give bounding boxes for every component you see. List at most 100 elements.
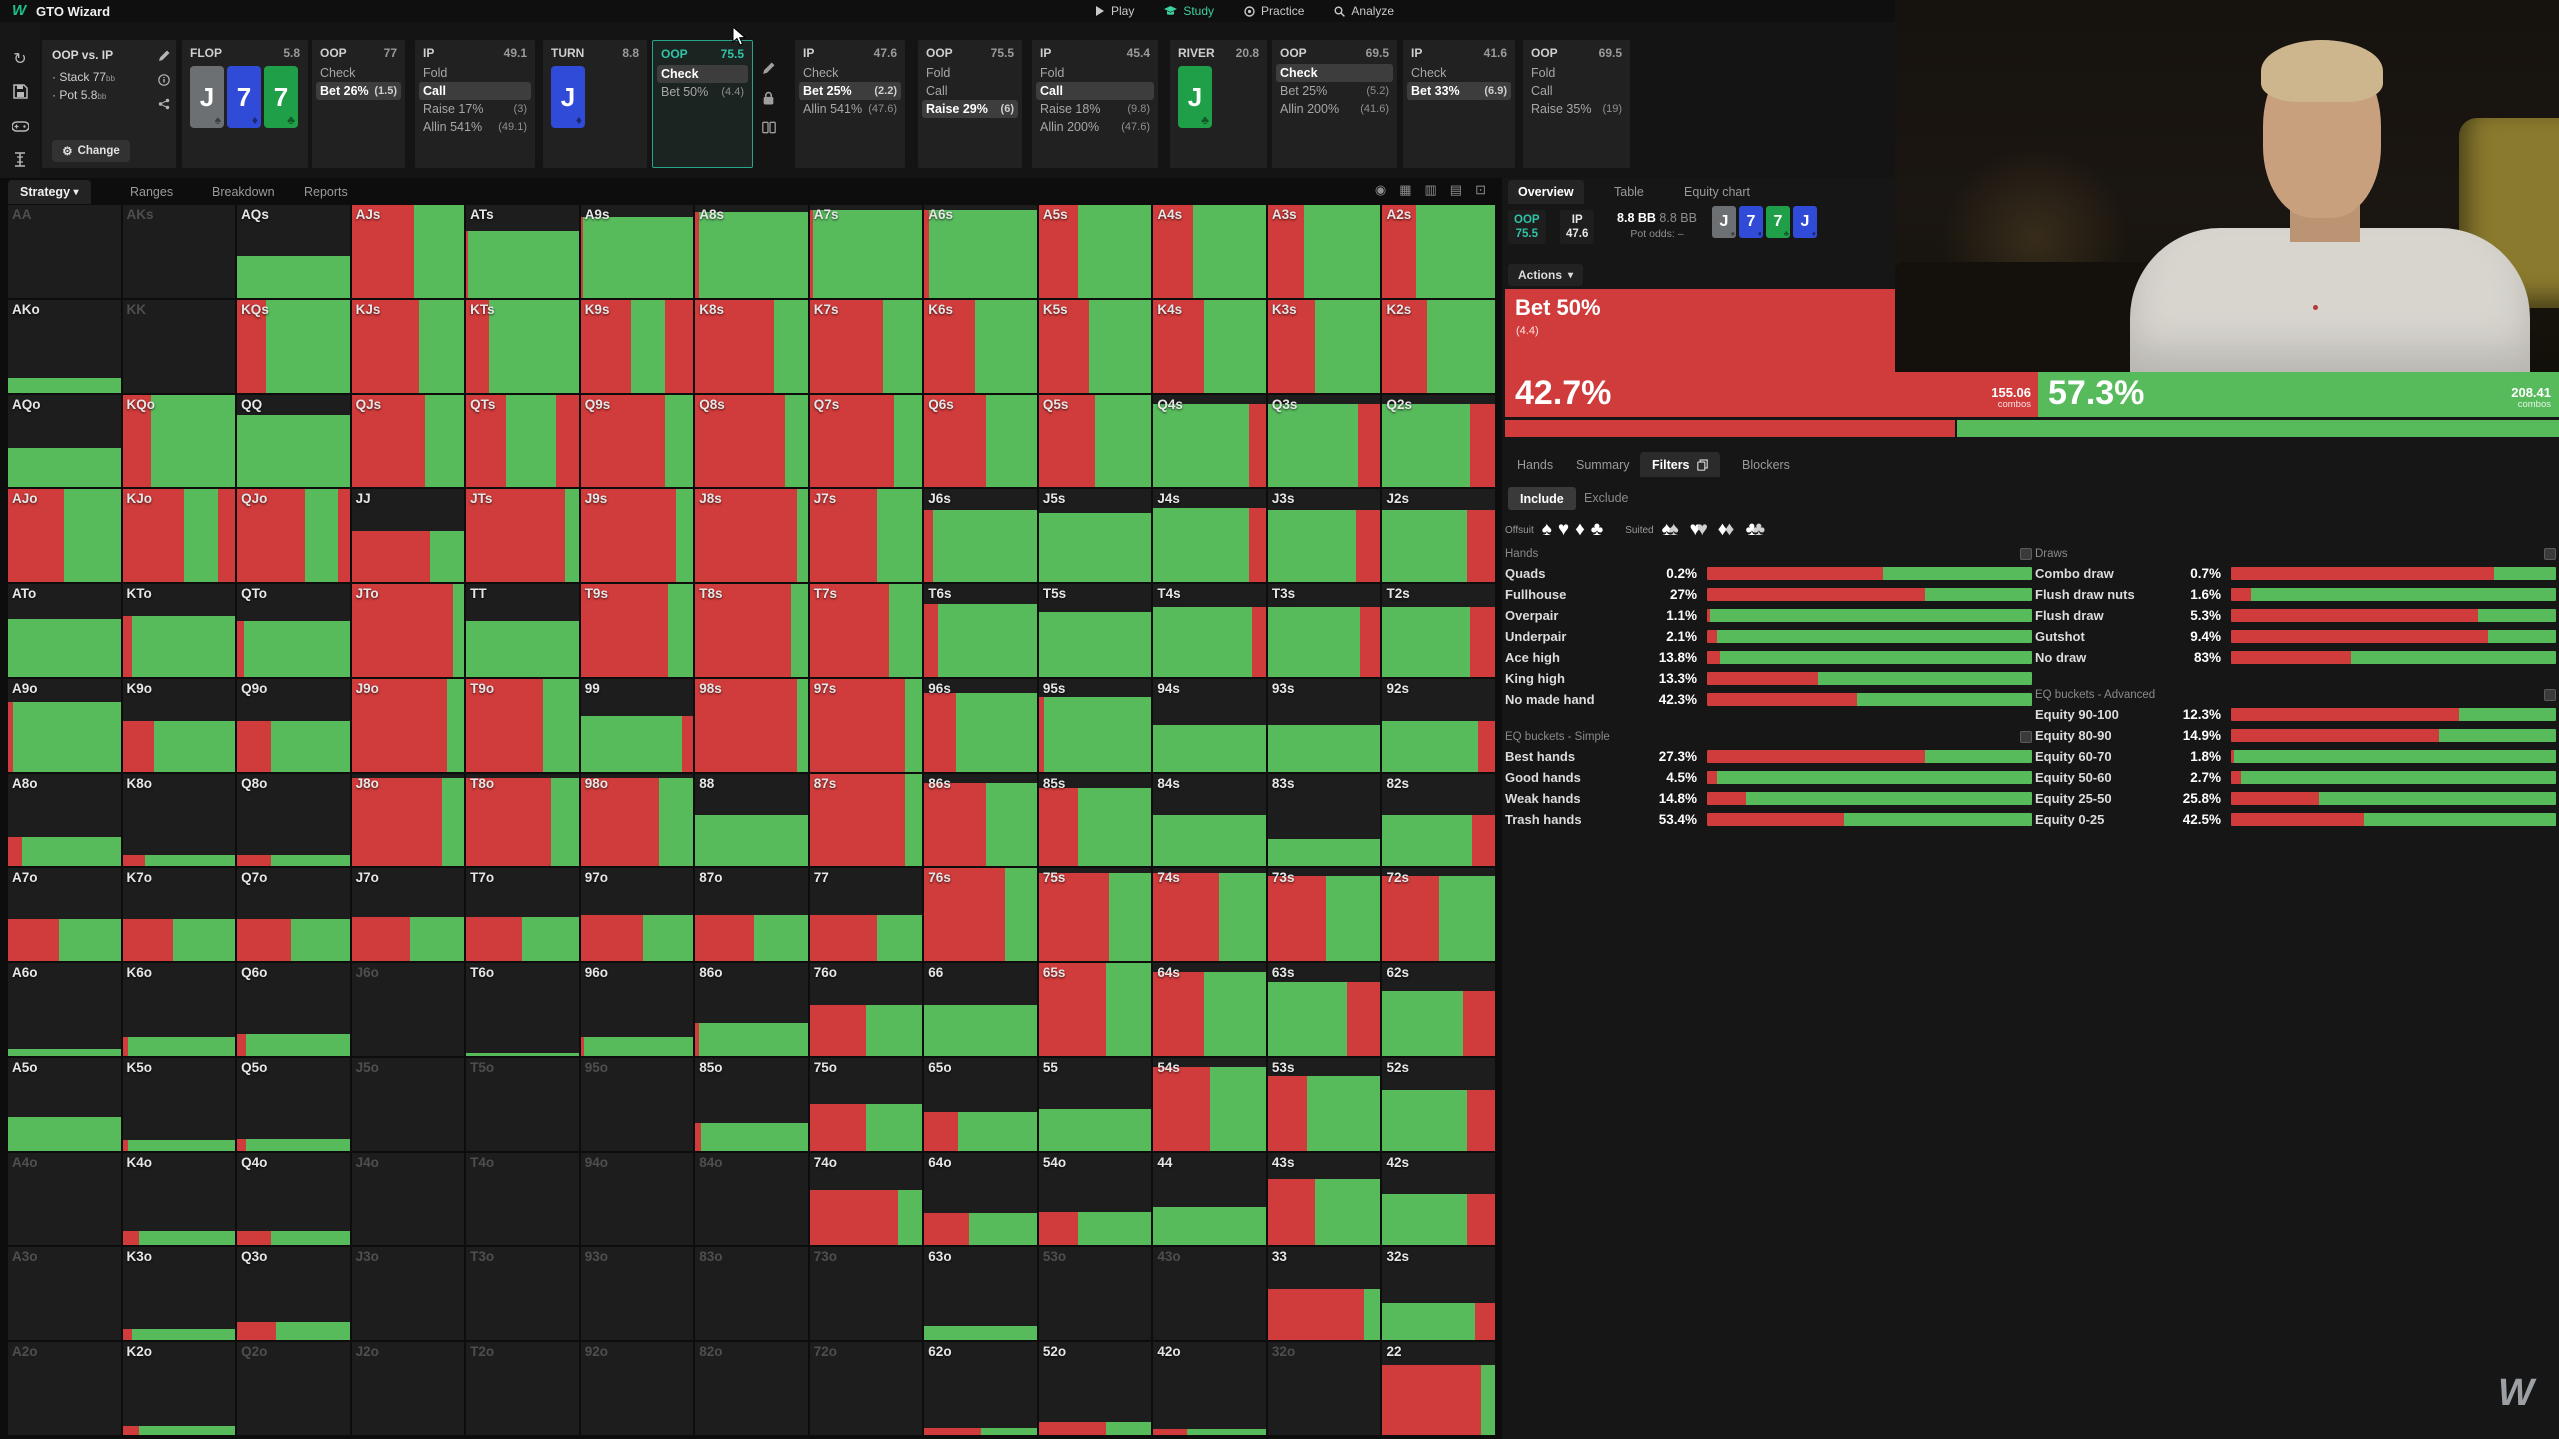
grid-cell-K3o[interactable]: K3o [122, 1247, 236, 1341]
include-toggle[interactable]: Include [1508, 487, 1576, 510]
grid-cell-J2s[interactable]: J2s [1382, 489, 1495, 583]
action-row-bet-25-[interactable]: Bet 25% (2.2) [799, 82, 901, 100]
gamepad-icon[interactable] [10, 118, 30, 138]
grid-cell-T5o[interactable]: T5o [466, 1057, 579, 1151]
grid-cell-75o[interactable]: 75o [809, 1057, 923, 1151]
grid-cell-88[interactable]: 88 [695, 773, 808, 867]
grid-cell-76o[interactable]: 76o [809, 963, 923, 1056]
grid-cell-TT[interactable]: TT [466, 584, 579, 677]
grid-cell-97o[interactable]: 97o [580, 868, 694, 962]
grid-cell-64s[interactable]: 64s [1153, 963, 1266, 1056]
suited-suit-icon-1[interactable]: ♥ ♥ [1689, 519, 1708, 540]
grid-cell-54s[interactable]: 54s [1153, 1057, 1266, 1151]
grid-cell-J2o[interactable]: J2o [351, 1342, 465, 1435]
grid-cell-Q3s[interactable]: Q3s [1267, 394, 1381, 488]
tab-filters[interactable]: Filters [1640, 452, 1720, 477]
change-button[interactable]: ⚙ Change [52, 140, 130, 162]
action-row-fold[interactable]: Fold [1527, 64, 1626, 82]
grid-cell-T3s[interactable]: T3s [1267, 584, 1381, 677]
action-panel-ip-2[interactable]: IP 49.1 Fold Call Raise 17% (3) Allin 541% (49.… [415, 40, 535, 168]
grid-cell-76s[interactable]: 76s [924, 868, 1037, 962]
compare-icon[interactable] [762, 121, 776, 134]
grid-cell-K8s[interactable]: K8s [695, 299, 808, 393]
grid-cell-73s[interactable]: 73s [1267, 868, 1381, 962]
street-panel-river-8[interactable]: RIVER 20.8 J ♣ [1170, 40, 1267, 168]
grid-cell-Q6o[interactable]: Q6o [237, 963, 350, 1056]
grid-cell-A4s[interactable]: A4s [1153, 205, 1266, 298]
weights-toggle-icon[interactable]: ◉ [1374, 182, 1387, 197]
split-rows-icon[interactable]: ▤ [1449, 182, 1463, 197]
action-row-check[interactable]: Check [1276, 64, 1393, 82]
grid-cell-A5o[interactable]: A5o [8, 1057, 121, 1151]
grid-cell-72o[interactable]: 72o [809, 1342, 923, 1435]
section-toggle-icon[interactable] [2020, 548, 2032, 560]
grid-cell-53o[interactable]: 53o [1038, 1247, 1152, 1341]
grid-cell-J3s[interactable]: J3s [1267, 489, 1381, 583]
action-row-call[interactable]: Call [1036, 82, 1154, 100]
grid-cell-KK[interactable]: KK [122, 299, 236, 393]
tab-strategy[interactable]: Strategy ▾ [8, 180, 91, 204]
grid-cell-T6o[interactable]: T6o [466, 963, 579, 1056]
grid-cell-84s[interactable]: 84s [1153, 773, 1266, 867]
action-row-allin-200-[interactable]: Allin 200% (41.6) [1276, 100, 1393, 118]
action-panel-ip-10[interactable]: IP 41.6 Check Bet 33% (6.9) [1403, 40, 1515, 168]
menu-item-analyze[interactable]: Analyze [1334, 4, 1394, 18]
action-row-bet-25-[interactable]: Bet 25% (5.2) [1276, 82, 1393, 100]
grid-cell-Q5s[interactable]: Q5s [1038, 394, 1152, 488]
action-row-bet-26-[interactable]: Bet 26% (1.5) [316, 82, 401, 100]
grid-cell-K6o[interactable]: K6o [122, 963, 236, 1056]
grid-cell-KQs[interactable]: KQs [237, 299, 350, 393]
action-row-allin-541-[interactable]: Allin 541% (49.1) [419, 118, 531, 136]
grid-cell-AQo[interactable]: AQo [8, 394, 121, 488]
action-row-check[interactable]: Check [657, 65, 748, 83]
suited-suit-icon-0[interactable]: ♠ ♠ [1661, 519, 1679, 540]
grid-cell-98o[interactable]: 98o [580, 773, 694, 867]
tab-table[interactable]: Table [1614, 185, 1644, 199]
info-icon[interactable] [158, 74, 170, 86]
tab-hands[interactable]: Hands [1517, 457, 1554, 472]
grid-cell-KQo[interactable]: KQo [122, 394, 236, 488]
grid-cell-J8s[interactable]: J8s [695, 489, 808, 583]
grid-cell-T9s[interactable]: T9s [580, 584, 694, 677]
action-row-call[interactable]: Call [922, 82, 1018, 100]
grid-cell-82s[interactable]: 82s [1382, 773, 1495, 867]
grid-cell-93o[interactable]: 93o [580, 1247, 694, 1341]
offsuit-suit-icon-1[interactable]: ♥ [1557, 519, 1570, 540]
lock-icon[interactable] [762, 91, 775, 105]
grid-cell-J3o[interactable]: J3o [351, 1247, 465, 1341]
grid-cell-K5s[interactable]: K5s [1038, 299, 1152, 393]
menu-item-practice[interactable]: Practice [1244, 4, 1304, 18]
tab-blockers[interactable]: Blockers [1742, 457, 1790, 472]
grid-cell-J9s[interactable]: J9s [580, 489, 694, 583]
street-panel-turn-3[interactable]: TURN 8.8 J ♦ [543, 40, 647, 168]
edit-pencil-icon[interactable] [762, 62, 775, 75]
grid-cell-94s[interactable]: 94s [1153, 678, 1266, 772]
grid-cell-T8o[interactable]: T8o [466, 773, 579, 867]
action-row-raise-35-[interactable]: Raise 35% (19) [1527, 100, 1626, 118]
grid-cell-T4o[interactable]: T4o [466, 1152, 579, 1246]
grid-cell-Q2s[interactable]: Q2s [1382, 394, 1495, 488]
share-nodes-icon[interactable] [158, 98, 170, 110]
grid-cell-63o[interactable]: 63o [924, 1247, 1037, 1341]
grid-cell-87o[interactable]: 87o [695, 868, 808, 962]
grid-cell-74o[interactable]: 74o [809, 1152, 923, 1246]
edit-pencil-icon[interactable] [158, 50, 170, 62]
grid-cell-J8o[interactable]: J8o [351, 773, 465, 867]
grid-cell-Q4o[interactable]: Q4o [237, 1152, 350, 1246]
action-panel-oop-6[interactable]: OOP 75.5 Fold Call Raise 29% (6) [918, 40, 1022, 168]
offsuit-suit-icon-2[interactable]: ♦ [1575, 519, 1585, 540]
grid-cell-22[interactable]: 22 [1382, 1342, 1495, 1435]
grid-cell-K7s[interactable]: K7s [809, 299, 923, 393]
grid-cell-32s[interactable]: 32s [1382, 1247, 1495, 1341]
exclude-toggle[interactable]: Exclude [1584, 491, 1629, 505]
action-panel-oop-4[interactable]: OOP 75.5 Check Bet 50% (4.4) [652, 40, 753, 168]
grid-cell-J5s[interactable]: J5s [1038, 489, 1152, 583]
grid-cell-75s[interactable]: 75s [1038, 868, 1152, 962]
action-row-check[interactable]: Check [799, 64, 901, 82]
grid-cell-ATo[interactable]: ATo [8, 584, 121, 677]
grid-cell-99[interactable]: 99 [580, 678, 694, 772]
grid-cell-85s[interactable]: 85s [1038, 773, 1152, 867]
grid-cell-AKo[interactable]: AKo [8, 299, 121, 393]
grid-cell-AA[interactable]: AA [8, 205, 121, 298]
grid-cell-43o[interactable]: 43o [1153, 1247, 1266, 1341]
